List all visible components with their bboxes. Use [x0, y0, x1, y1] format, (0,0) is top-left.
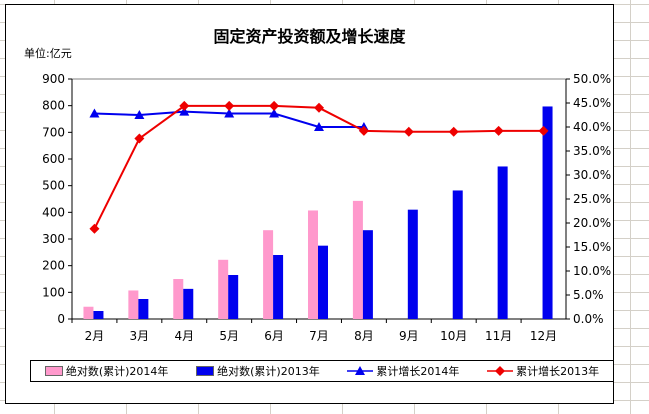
legend-label-bar-2014: 绝对数(累计)2014年 — [65, 365, 169, 378]
y-tick-label: 400 — [42, 205, 65, 219]
y2-tick-label: 45.0% — [573, 96, 611, 110]
chart-title: 固定资产投资额及增长速度 — [213, 27, 406, 46]
x-tick-label: 7月 — [309, 329, 329, 343]
bar-series-1-2月 — [93, 311, 104, 319]
bar-series-0-2月 — [83, 306, 94, 319]
bar-series-0-6月 — [263, 230, 274, 319]
point-diamond-3-4 — [269, 100, 280, 111]
point-triangle-2-2 — [179, 106, 190, 116]
point-diamond-3-0 — [89, 223, 100, 234]
y2-tick-label: 15.0% — [573, 240, 611, 254]
point-triangle-2-0 — [89, 108, 100, 118]
y2-tick-label: 30.0% — [573, 168, 611, 182]
y2-tick-label: 25.0% — [573, 192, 611, 206]
bar-series-1-11月 — [497, 166, 508, 319]
unit-label: 单位:亿元 — [24, 47, 72, 60]
plot-svg: 0 100 200 300 400 500 600 700 800 900 0.0% 5.0% 10.0… — [42, 72, 611, 343]
legend-item-bar-2013: 绝对数(累计)2013年 — [196, 363, 320, 379]
y2-tick-label: 50.0% — [573, 72, 611, 86]
y2-tick-label: 40.0% — [573, 120, 611, 134]
legend-swatch-bar-2013 — [196, 366, 215, 376]
legend-label-line-2014: 累计增长2014年 — [376, 365, 460, 378]
bar-series-0-3月 — [128, 290, 139, 319]
y2-tick-label: 10.0% — [573, 264, 611, 278]
point-triangle-2-1 — [134, 110, 145, 119]
point-triangle-2-3 — [224, 108, 235, 118]
y-tick-label: 200 — [42, 259, 65, 273]
chart-area[interactable]: 固定资产投资额及增长速度 单位:亿元 0 100 200 300 400 500 600 70… — [5, 4, 614, 404]
bar-series-1-5月 — [228, 275, 239, 319]
x-tick-label: 5月 — [219, 329, 239, 343]
legend-item-line-2014: 累计增长2014年 — [347, 363, 459, 379]
x-tick-label: 8月 — [354, 329, 374, 343]
bar-series-1-10月 — [452, 190, 463, 319]
legend-item-line-2013: 累计增长2013年 — [487, 363, 599, 379]
point-diamond-3-8 — [448, 126, 459, 137]
x-tick-label: 10月 — [440, 329, 467, 343]
legend-label-bar-2013: 绝对数(累计)2013年 — [217, 365, 320, 378]
bar-series-1-3月 — [138, 299, 149, 319]
legend-triangle-icon — [347, 366, 374, 375]
bar-series-1-7月 — [318, 245, 328, 319]
bar-series-0-4月 — [173, 279, 184, 319]
point-triangle-2-4 — [269, 108, 280, 118]
y-tick-label: 300 — [42, 232, 65, 246]
x-tick-label: 9月 — [399, 329, 419, 343]
y-tick-label: 500 — [42, 179, 65, 193]
x-tick-label: 2月 — [85, 329, 105, 343]
bar-series-0-8月 — [352, 200, 363, 319]
y2-tick-label: 20.0% — [573, 216, 611, 230]
y-tick-label: 100 — [42, 285, 65, 299]
y-tick-label: 900 — [42, 72, 65, 86]
legend: 绝对数(累计)2014年 绝对数(累计)2013年 累计增长2014年 累计增长… — [30, 360, 614, 382]
point-diamond-3-7 — [403, 126, 414, 137]
bar-series-0-7月 — [308, 210, 318, 319]
y-tick-label: 800 — [42, 99, 65, 113]
legend-label-line-2013: 累计增长2013年 — [516, 365, 600, 378]
point-diamond-3-2 — [179, 100, 190, 111]
legend-item-bar-2014: 绝对数(累计)2014年 — [44, 363, 169, 379]
legend-diamond-icon — [487, 366, 514, 376]
bar-series-1-6月 — [273, 255, 284, 319]
x-tick-label: 6月 — [264, 329, 284, 343]
y-tick-label: 0 — [57, 312, 65, 326]
y-tick-label: 600 — [42, 152, 65, 166]
point-diamond-3-6 — [358, 125, 369, 136]
bar-series-1-4月 — [183, 288, 194, 319]
legend-swatch-bar-2014 — [44, 366, 63, 376]
point-diamond-3-5 — [314, 102, 324, 113]
bar-series-1-8月 — [362, 230, 373, 319]
point-diamond-3-1 — [134, 133, 145, 144]
x-tick-label: 11月 — [485, 329, 512, 343]
y2-tick-label: 0.0% — [573, 312, 604, 326]
point-diamond-3-10 — [538, 125, 549, 136]
x-tick-label: 4月 — [174, 329, 194, 343]
point-diamond-3-9 — [493, 125, 504, 136]
x-tick-label: 3月 — [130, 329, 150, 343]
bar-series-0-5月 — [218, 259, 229, 319]
bar-series-1-12月 — [542, 106, 553, 319]
y2-tick-label: 5.0% — [573, 288, 604, 302]
x-tick-label: 12月 — [530, 329, 557, 343]
point-diamond-3-3 — [224, 100, 235, 111]
point-triangle-2-5 — [314, 122, 324, 131]
bar-series-1-9月 — [407, 209, 418, 319]
y-tick-label: 700 — [42, 125, 65, 139]
y2-tick-label: 35.0% — [573, 144, 611, 158]
